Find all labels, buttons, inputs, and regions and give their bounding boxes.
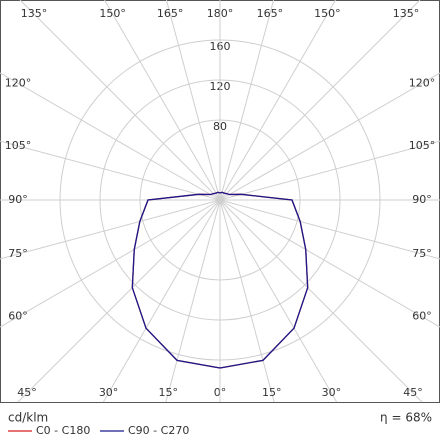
grid-spoke — [102, 199, 221, 403]
legend-label: C90 - C270 — [128, 424, 189, 437]
angle-label: 75° — [412, 247, 432, 260]
angle-label: 30° — [99, 386, 119, 399]
angle-label: 60° — [8, 310, 28, 323]
grid-spoke — [219, 140, 440, 201]
legend-label: C0 - C180 — [36, 424, 90, 437]
angle-label: 165° — [257, 7, 284, 20]
angle-label: 150° — [314, 7, 341, 20]
angle-label: 165° — [157, 7, 184, 20]
efficiency-label: η = 68% — [380, 411, 432, 425]
angle-label: 60° — [412, 310, 432, 323]
grid-spoke — [0, 199, 221, 260]
grid-spoke — [0, 199, 221, 328]
grid-spoke — [219, 72, 440, 201]
angle-label: 90° — [8, 193, 28, 206]
angle-label: 15° — [262, 386, 282, 399]
grid-spoke — [219, 199, 338, 403]
curve — [219, 191, 309, 369]
unit-label: cd/klm — [8, 411, 48, 425]
angle-label: 105° — [409, 139, 436, 152]
grid-spoke — [165, 199, 221, 403]
angle-label: 105° — [5, 139, 32, 152]
angle-label: 90° — [412, 193, 432, 206]
grid-spoke — [104, 0, 221, 201]
angle-label: 30° — [322, 386, 342, 399]
grid-spoke — [219, 199, 440, 328]
grid-spoke — [219, 199, 423, 403]
grid-spoke — [17, 199, 221, 403]
grid-spoke — [219, 0, 275, 201]
grid-spoke — [19, 0, 221, 201]
angle-label: 150° — [99, 7, 126, 20]
grid-spoke — [219, 0, 421, 201]
curves — [131, 191, 309, 369]
grid-spoke — [165, 0, 221, 201]
angle-label: 45° — [403, 386, 423, 399]
legend: C0 - C180 C90 - C270 — [8, 424, 189, 437]
angle-label: 45° — [17, 386, 37, 399]
grid-spoke — [0, 72, 221, 201]
grid-spoke — [219, 199, 440, 260]
angle-label: 120° — [5, 76, 32, 89]
curve — [131, 191, 221, 369]
angle-label: 135° — [21, 7, 48, 20]
angle-label: 120° — [409, 76, 436, 89]
angle-label: 15° — [159, 386, 179, 399]
grid-spoke — [219, 0, 336, 201]
angle-label: 75° — [8, 247, 28, 260]
angle-label: 135° — [393, 7, 420, 20]
grid-spoke — [0, 140, 221, 201]
grid-spoke — [219, 199, 275, 403]
